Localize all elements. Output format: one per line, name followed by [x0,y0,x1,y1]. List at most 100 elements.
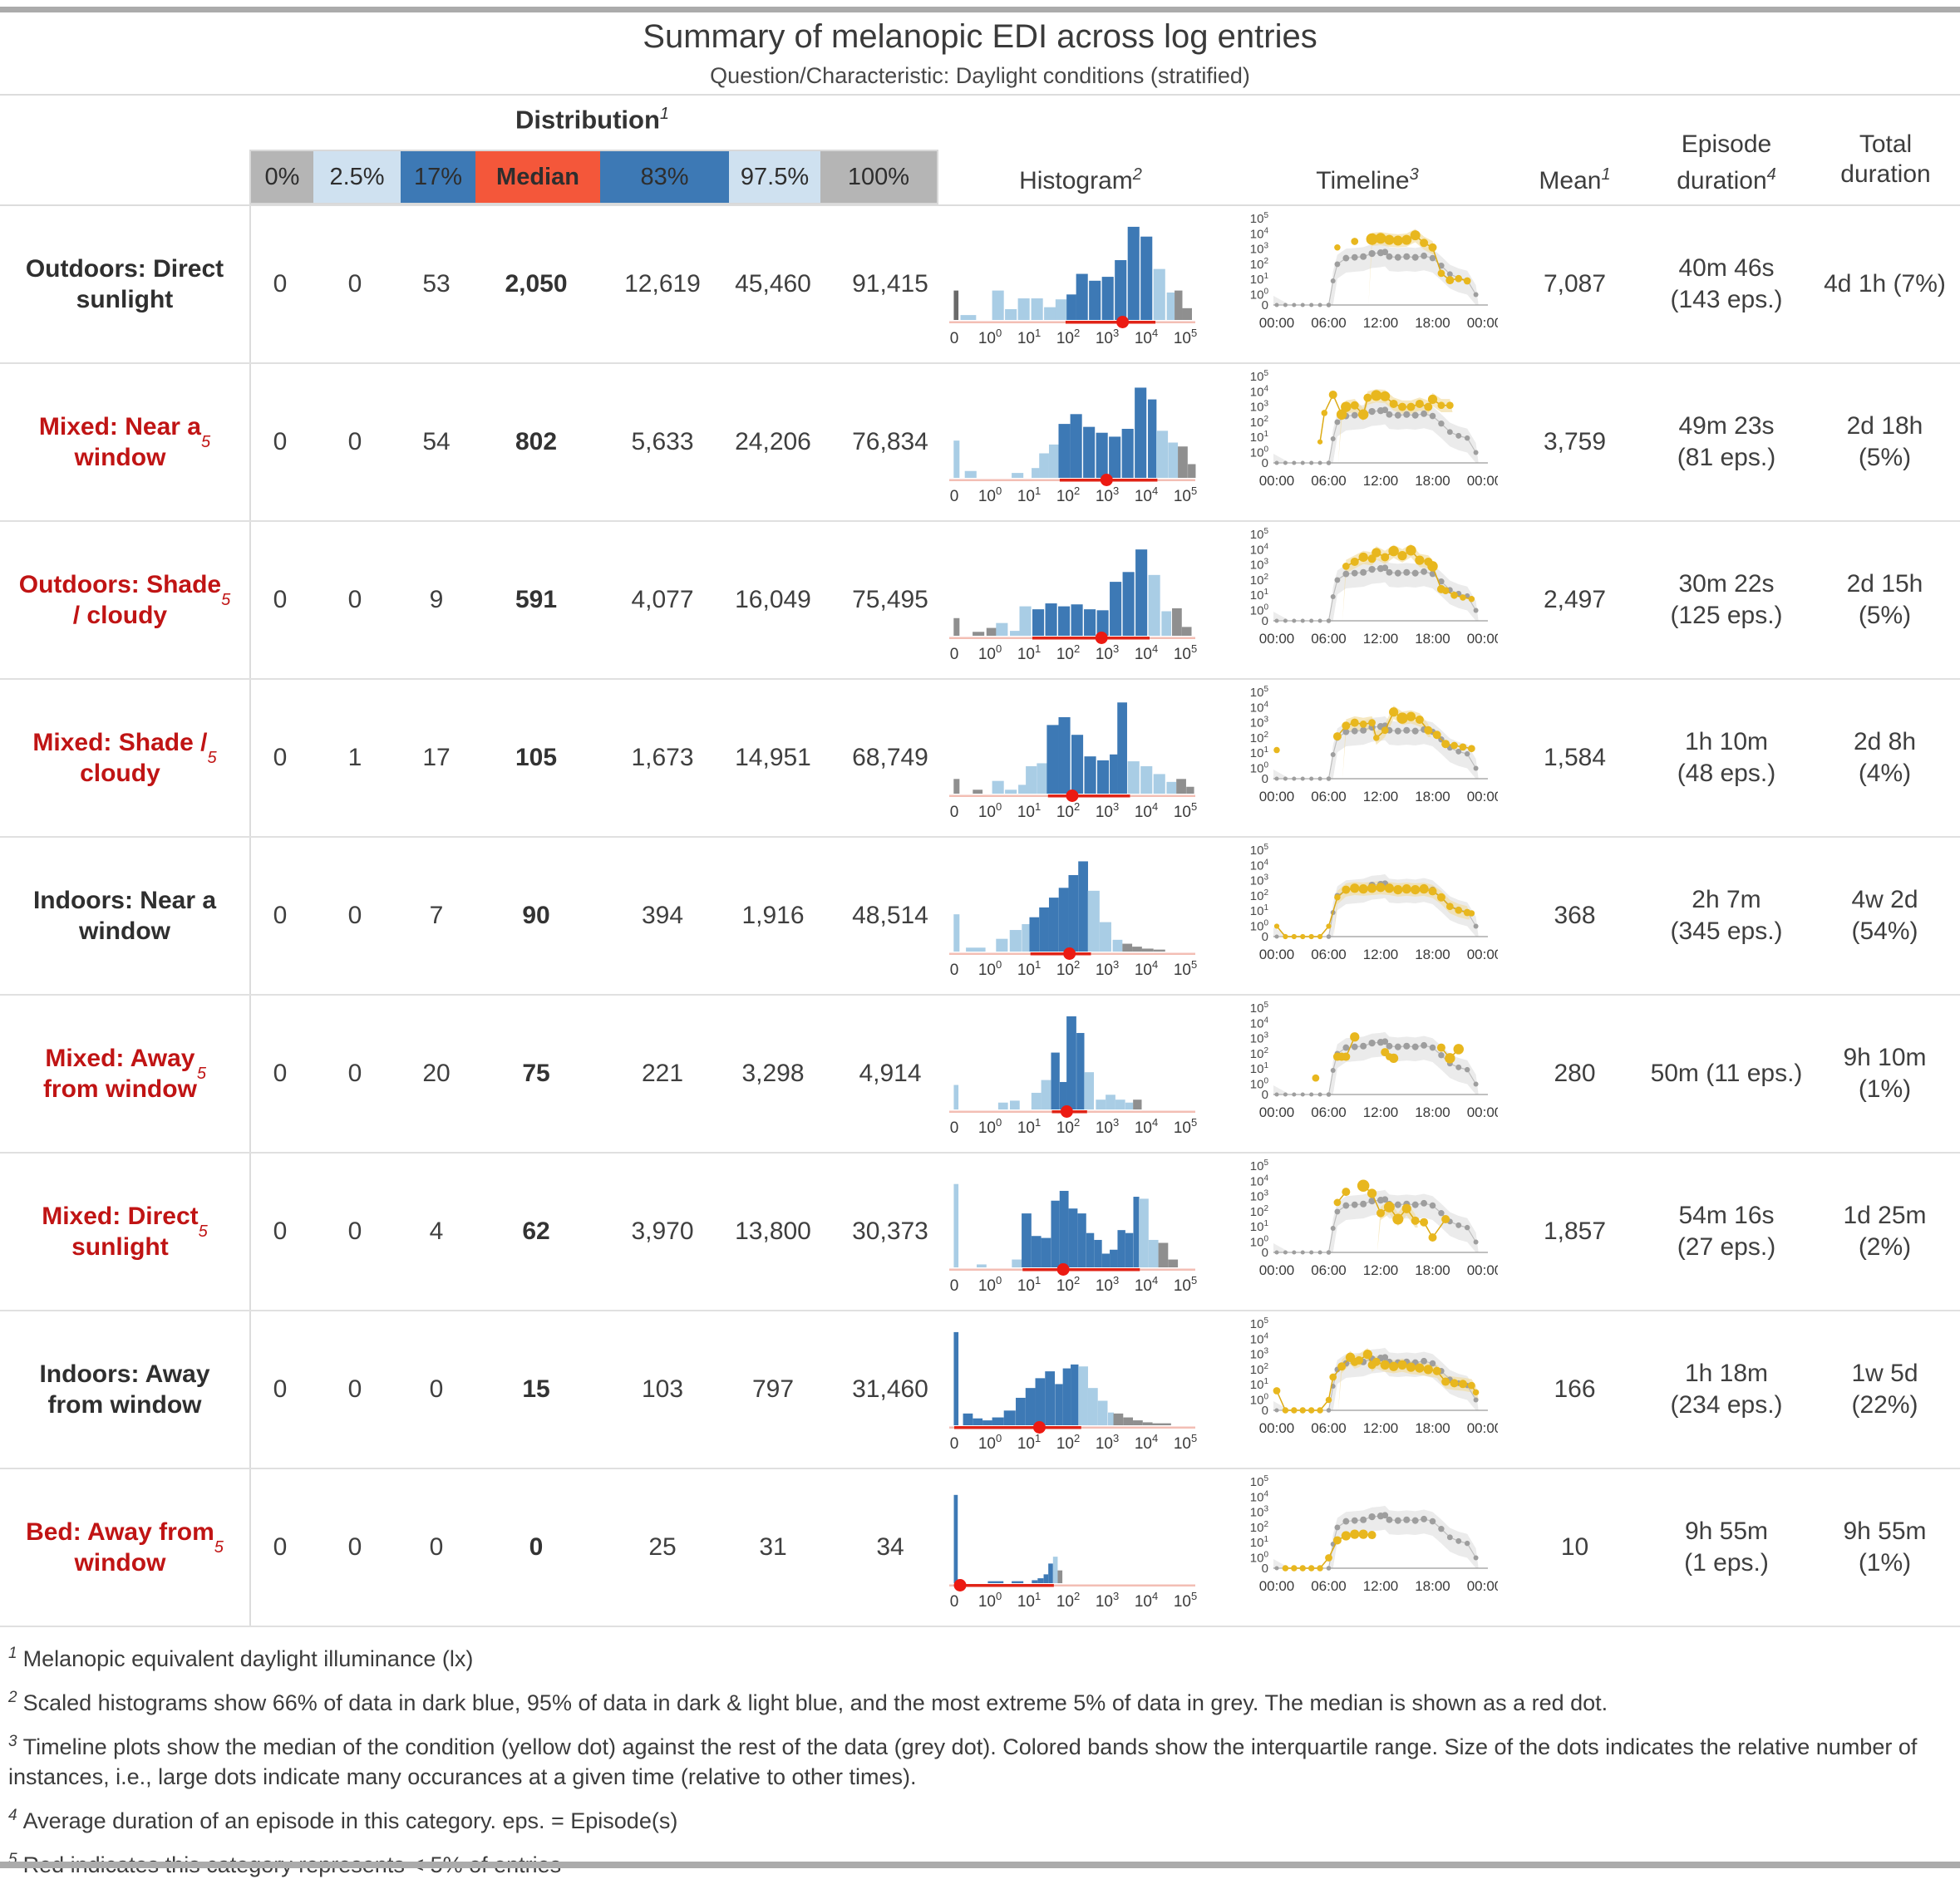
condition-median-dot [1354,1355,1363,1365]
condition-median-dot [1342,563,1350,570]
episode-duration: 54m 16s (27 eps.) [1677,1202,1776,1261]
mean-value: 1,584 [1543,744,1607,771]
table-row: Mixed: Shade / cloudy 5 0 1 17 105 1,673 14,951… [0,680,1960,838]
svg-text:102: 102 [1056,327,1080,347]
svg-text:12:00: 12:00 [1363,631,1399,647]
row-label-text: Mixed: Near a window [38,413,201,471]
median-value: 90 [522,902,550,929]
svg-text:18:00: 18:00 [1415,947,1450,962]
histogram-chart: 0 100 101 102 103 104 105 [949,226,1197,347]
total-duration: 9h 55m (1%) [1843,1518,1927,1577]
percentile-value: 76,834 [852,428,928,455]
histogram-chart: 0 100 101 102 103 104 105 [949,1183,1197,1295]
episode-duration: 1h 18m (234 eps.) [1670,1360,1783,1419]
table-row: Indoors: Away from window 0 0 0 15 103 797 31,4… [0,1311,1960,1469]
condition-median-dot [1427,394,1438,405]
percentile-value: 75,495 [852,586,928,613]
condition-median-dot [1428,243,1437,252]
condition-median-dot [1375,233,1386,244]
svg-text:06:00: 06:00 [1311,473,1347,489]
condition-median-dot [1300,933,1306,940]
svg-text:100: 100 [1250,1393,1269,1408]
footnote-text: Melanopic equivalent daylight illuminanc… [22,1646,474,1671]
svg-text:18:00: 18:00 [1415,631,1450,647]
svg-text:104: 104 [1135,327,1158,347]
condition-median-dot [1401,884,1411,894]
svg-text:00:00: 00:00 [1259,631,1295,647]
table-row: Bed: Away from window 5 0 0 0 0 25 31 34 0 100 101 1… [0,1469,1960,1627]
svg-text:102: 102 [1250,415,1269,430]
distribution-label: Distribution [515,105,660,135]
svg-text:101: 101 [1017,642,1041,663]
condition-median-dot [1358,552,1368,563]
svg-text:102: 102 [1250,1204,1269,1219]
svg-text:103: 103 [1096,800,1119,821]
svg-text:102: 102 [1250,1520,1269,1535]
percentile-value: 3,298 [741,1060,805,1087]
percentile-value: 0 [347,902,362,929]
svg-text:105: 105 [1250,211,1269,226]
svg-text:100: 100 [978,642,1002,663]
row-label: Outdoors: Direct sunlight [5,206,244,362]
svg-text:00:00: 00:00 [1259,1578,1295,1594]
svg-text:0: 0 [950,330,959,347]
percentile-value: 0 [429,1375,444,1403]
percentile-value: 54 [422,428,451,455]
percentile-value: 17 [422,744,451,771]
condition-median-dot [1436,1043,1445,1052]
percentile-value: 0 [347,586,362,613]
svg-text:00:00: 00:00 [1259,789,1295,804]
row-footnote-marker: 5 [221,590,231,609]
legend-cell-25: 2.5% [313,151,401,203]
svg-text:102: 102 [1056,958,1080,979]
svg-text:101: 101 [1017,1432,1041,1453]
row-label: Bed: Away from window 5 [5,1469,244,1626]
percentile-value: 16,049 [735,586,811,613]
condition-median-dot [1299,1407,1306,1414]
svg-text:102: 102 [1056,1432,1080,1453]
condition-median-dot [1283,933,1288,940]
svg-text:103: 103 [1250,558,1269,573]
svg-text:103: 103 [1250,716,1269,731]
percentile-value: 0 [273,1218,288,1245]
svg-text:0: 0 [950,962,959,979]
condition-median-dot [1460,594,1466,601]
svg-text:00:00: 00:00 [1467,789,1498,804]
condition-median-dot [1351,238,1359,245]
condition-median-dot [1334,893,1341,901]
svg-text:0: 0 [950,1119,959,1137]
condition-median-dot [1424,726,1433,735]
condition-median-dot [1317,1565,1323,1572]
mean-header-label: Mean [1539,167,1602,194]
svg-text:104: 104 [1250,858,1269,873]
svg-text:00:00: 00:00 [1467,947,1498,962]
svg-text:12:00: 12:00 [1363,947,1399,962]
percentile-value: 0 [273,902,288,929]
percentile-value: 221 [641,1060,684,1087]
svg-text:103: 103 [1096,327,1119,347]
svg-text:100: 100 [1250,1077,1269,1092]
svg-text:103: 103 [1250,1505,1269,1520]
median-dot [1032,1421,1046,1434]
row-label-text: Outdoors: Direct sunlight [25,255,224,313]
total-duration: 1d 25m (2%) [1843,1202,1927,1261]
condition-median-dot [1415,399,1424,408]
mean-value: 7,087 [1543,270,1607,298]
condition-median-dot [1384,883,1395,893]
histogram-chart: 0 100 101 102 103 104 105 [949,387,1197,505]
condition-median-dot [1427,561,1438,572]
table-row: Outdoors: Shade / cloudy 5 0 0 9 591 4,077 16,0… [0,522,1960,680]
svg-text:100: 100 [1250,288,1269,303]
svg-text:100: 100 [1250,1235,1269,1250]
condition-median-dot [1424,402,1433,411]
condition-median-dot [1336,409,1347,420]
condition-median-dot [1373,735,1380,741]
legend-cell-83: 83% [600,151,729,203]
col-header-mean: Mean1 [1506,160,1643,196]
table-row: Outdoors: Direct sunlight 0 0 53 2,050 12,619… [0,206,1960,364]
footnote-text: Scaled histograms show 66% of data in da… [22,1690,1608,1715]
condition-median-dot [1333,1198,1342,1207]
svg-text:105: 105 [1174,1116,1197,1137]
svg-text:0: 0 [1262,614,1268,628]
